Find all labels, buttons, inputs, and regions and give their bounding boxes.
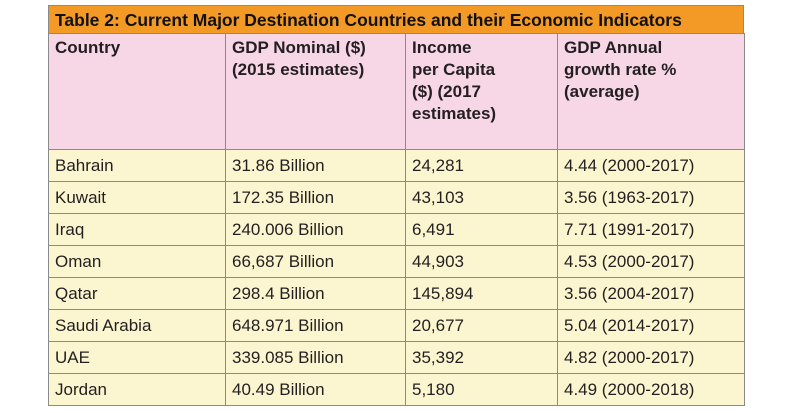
cell-country: Iraq <box>48 213 226 246</box>
cell-gdp-nominal: 339.085 Billion <box>225 341 406 374</box>
table-row: Saudi Arabia 648.971 Billion 20,677 5.04… <box>48 309 745 342</box>
table-row: Qatar 298.4 Billion 145,894 3.56 (2004-2… <box>48 277 745 310</box>
cell-country: Oman <box>48 245 226 278</box>
cell-income-per-capita: 44,903 <box>405 245 558 278</box>
table-row: Jordan 40.49 Billion 5,180 4.49 (2000-20… <box>48 373 745 406</box>
header-gdp-nominal: GDP Nominal ($) (2015 estimates) <box>225 33 406 150</box>
cell-country: Kuwait <box>48 181 226 214</box>
table-row: Oman 66,687 Billion 44,903 4.53 (2000-20… <box>48 245 745 278</box>
cell-gdp-growth: 5.04 (2014-2017) <box>557 309 745 342</box>
table-title: Table 2: Current Major Destination Count… <box>48 5 744 33</box>
cell-income-per-capita: 24,281 <box>405 149 558 182</box>
table-row: UAE 339.085 Billion 35,392 4.82 (2000-20… <box>48 341 745 374</box>
cell-gdp-growth: 3.56 (1963-2017) <box>557 181 745 214</box>
cell-gdp-nominal: 648.971 Billion <box>225 309 406 342</box>
table-row: Bahrain 31.86 Billion 24,281 4.44 (2000-… <box>48 149 745 182</box>
cell-country: UAE <box>48 341 226 374</box>
cell-gdp-growth: 4.82 (2000-2017) <box>557 341 745 374</box>
header-country: Country <box>48 33 226 150</box>
cell-gdp-nominal: 66,687 Billion <box>225 245 406 278</box>
header-income-per-capita: Income per Capita ($) (2017 estimates) <box>405 33 558 150</box>
header-row: Country GDP Nominal ($) (2015 estimates)… <box>48 33 745 150</box>
cell-gdp-growth: 7.71 (1991-2017) <box>557 213 745 246</box>
table-row: Iraq 240.006 Billion 6,491 7.71 (1991-20… <box>48 213 745 246</box>
cell-gdp-growth: 4.49 (2000-2018) <box>557 373 745 406</box>
cell-income-per-capita: 6,491 <box>405 213 558 246</box>
economic-indicators-table: Country GDP Nominal ($) (2015 estimates)… <box>48 33 745 406</box>
cell-gdp-growth: 3.56 (2004-2017) <box>557 277 745 310</box>
cell-gdp-growth: 4.44 (2000-2017) <box>557 149 745 182</box>
cell-gdp-nominal: 31.86 Billion <box>225 149 406 182</box>
cell-gdp-nominal: 298.4 Billion <box>225 277 406 310</box>
cell-gdp-growth: 4.53 (2000-2017) <box>557 245 745 278</box>
cell-gdp-nominal: 240.006 Billion <box>225 213 406 246</box>
cell-income-per-capita: 145,894 <box>405 277 558 310</box>
cell-country: Jordan <box>48 373 226 406</box>
cell-gdp-nominal: 40.49 Billion <box>225 373 406 406</box>
cell-income-per-capita: 43,103 <box>405 181 558 214</box>
economic-indicators-table-container: Table 2: Current Major Destination Count… <box>48 5 745 406</box>
cell-country: Bahrain <box>48 149 226 182</box>
cell-income-per-capita: 5,180 <box>405 373 558 406</box>
header-gdp-growth: GDP Annual growth rate % (average) <box>557 33 745 150</box>
cell-country: Qatar <box>48 277 226 310</box>
cell-income-per-capita: 35,392 <box>405 341 558 374</box>
cell-gdp-nominal: 172.35 Billion <box>225 181 406 214</box>
cell-country: Saudi Arabia <box>48 309 226 342</box>
cell-income-per-capita: 20,677 <box>405 309 558 342</box>
table-row: Kuwait 172.35 Billion 43,103 3.56 (1963-… <box>48 181 745 214</box>
